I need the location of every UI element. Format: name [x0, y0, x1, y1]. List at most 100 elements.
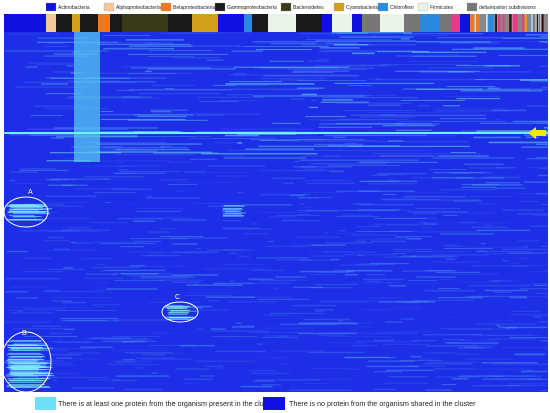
heat-streak: [100, 111, 114, 112]
heat-streak: [291, 71, 334, 74]
heat-streak: [337, 119, 408, 120]
heat-streak: [399, 360, 442, 362]
heat-streak: [311, 255, 345, 257]
heat-streak: [398, 350, 402, 352]
heat-streak: [508, 383, 548, 385]
heat-streak: [322, 97, 419, 99]
heat-streak: [519, 79, 548, 82]
heat-streak: [446, 258, 456, 260]
heat-streak: [540, 340, 548, 342]
heat-streak: [414, 208, 461, 210]
heat-streak: [540, 389, 548, 392]
heat-streak: [141, 255, 182, 257]
heat-streak: [381, 199, 440, 201]
heat-streak: [171, 281, 200, 284]
heat-streak: [411, 177, 452, 179]
heat-streak: [47, 184, 88, 187]
strip-segment: [122, 14, 168, 32]
heat-streak: [318, 271, 350, 273]
heat-streak: [71, 387, 115, 389]
heat-patch: [6, 205, 46, 207]
heat-streak: [216, 175, 246, 177]
heat-streak: [487, 87, 500, 89]
heat-streak: [177, 182, 235, 184]
heat-streak: [436, 376, 480, 378]
heat-streak: [338, 230, 346, 232]
heat-streak: [438, 288, 461, 290]
heat-patch: [8, 346, 43, 348]
heat-streak: [61, 229, 111, 231]
heat-streak: [437, 36, 548, 39]
heat-streak: [481, 362, 539, 364]
heat-patch: [12, 368, 39, 369]
heat-streak: [338, 320, 346, 322]
annotation-ellipse: [0, 331, 52, 393]
heat-streak: [290, 98, 306, 100]
heat-streak: [391, 248, 433, 250]
heat-streak: [476, 251, 531, 252]
heat-streak: [276, 259, 312, 261]
heat-streak: [356, 326, 373, 328]
heat-streak: [70, 241, 77, 243]
heat-streak: [260, 327, 315, 329]
heat-streak: [114, 279, 165, 281]
heat-streak: [519, 296, 548, 298]
heat-streak: [390, 155, 440, 157]
strip-segment: [532, 14, 534, 32]
heat-streak: [338, 150, 431, 152]
heat-streak: [115, 154, 195, 155]
heat-streak: [532, 378, 543, 380]
heat-streak: [260, 67, 375, 69]
heat-streak: [426, 269, 458, 272]
heat-patch: [14, 375, 55, 377]
heat-streak: [46, 160, 91, 162]
heat-streak: [331, 32, 412, 34]
heat-streak: [150, 109, 188, 111]
heat-streak: [218, 100, 257, 102]
heat-streak: [92, 160, 172, 162]
heat-patch: [167, 309, 191, 311]
heat-patch: [7, 382, 42, 384]
strip-segment: [489, 14, 492, 32]
heat-streak: [294, 170, 343, 172]
strip-segment: [244, 14, 252, 32]
heat-streak: [313, 143, 364, 146]
heat-streak: [471, 184, 523, 186]
heat-streak: [368, 104, 401, 106]
heat-streak: [446, 273, 500, 275]
heat-streak: [4, 361, 16, 363]
heat-streak: [487, 334, 496, 337]
heat-streak: [15, 297, 39, 299]
heat-streak: [517, 240, 539, 242]
heat-streak: [333, 135, 381, 137]
heat-streak: [366, 365, 420, 368]
heat-streak: [540, 363, 548, 365]
strip-segment: [168, 14, 192, 32]
heat-streak: [256, 379, 320, 381]
heat-streak: [464, 346, 492, 349]
heat-streak: [235, 282, 291, 284]
heat-streak: [482, 176, 520, 179]
heat-streak: [300, 166, 352, 168]
heat-streak: [531, 121, 548, 123]
strip-segment: [296, 14, 322, 32]
heat-streak: [286, 140, 375, 142]
heat-streak: [169, 45, 240, 47]
heat-streak: [224, 157, 306, 159]
heat-streak: [231, 50, 264, 52]
heat-streak: [532, 282, 548, 285]
heat-streak: [46, 93, 82, 95]
heat-streak: [372, 153, 482, 154]
heat-streak: [212, 336, 258, 337]
heat-streak: [485, 182, 520, 184]
heat-streak: [436, 345, 497, 347]
heat-streak: [42, 290, 105, 293]
heat-streak: [281, 220, 321, 222]
heat-streak: [489, 338, 536, 340]
heat-streak: [226, 94, 254, 96]
heat-streak: [344, 273, 358, 276]
heat-streak: [128, 119, 208, 121]
heat-streak: [344, 368, 359, 370]
heat-streak: [61, 301, 87, 304]
heat-streak: [250, 138, 365, 141]
